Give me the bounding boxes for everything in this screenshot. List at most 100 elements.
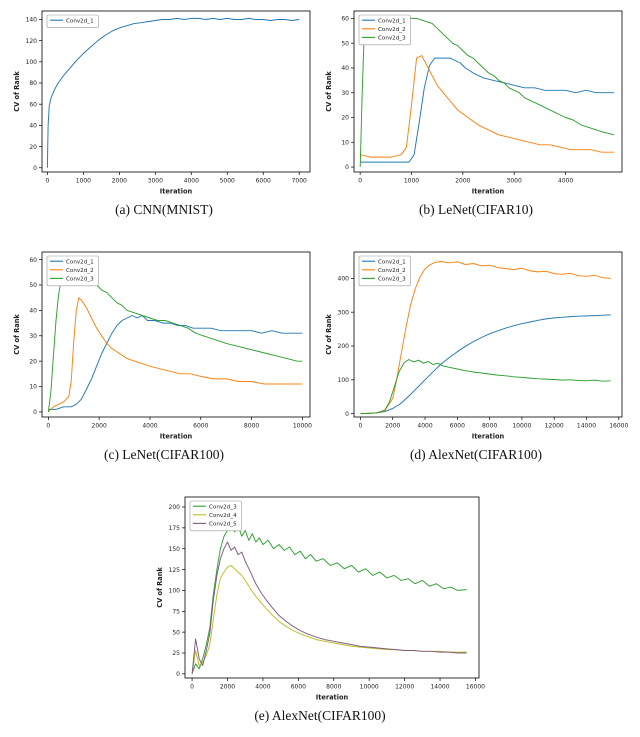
svg-text:CV of Rank: CV of Rank: [325, 71, 333, 112]
chart-e: 0 2000 4000 6000 8000 10000 12000 14000 16000 0 25…: [154, 491, 486, 724]
svg-text:0: 0: [190, 684, 194, 691]
svg-text:10000: 10000: [293, 423, 312, 430]
figure-row-1: 0 1000 2000 3000 4000 5000 6000 7000 0 20 40 60 80 10…: [8, 5, 632, 218]
svg-text:100: 100: [26, 59, 38, 66]
svg-text:4000: 4000: [184, 178, 199, 185]
svg-text:16000: 16000: [609, 423, 628, 430]
svg-text:25: 25: [172, 650, 180, 657]
chart-b-caption: (b) LeNet(CIFAR10): [418, 202, 534, 217]
svg-text:4000: 4000: [255, 684, 270, 691]
svg-text:140: 140: [26, 17, 38, 24]
svg-text:10000: 10000: [512, 423, 531, 430]
svg-text:16000: 16000: [466, 684, 485, 691]
svg-text:12000: 12000: [395, 684, 414, 691]
figure-row-3: 0 2000 4000 6000 8000 10000 12000 14000 16000 0 25…: [151, 491, 489, 724]
svg-text:3000: 3000: [148, 178, 163, 185]
svg-text:Conv2d_1: Conv2d_1: [378, 259, 406, 265]
svg-text:8000: 8000: [482, 423, 497, 430]
svg-text:1000: 1000: [404, 178, 419, 185]
svg-text:0: 0: [46, 423, 50, 430]
figure-row-2: 0 2000 4000 6000 8000 10000 0 10 20 30 40 50 60 Itera…: [8, 246, 632, 463]
svg-text:Conv2d_2: Conv2d_2: [378, 268, 406, 274]
svg-text:150: 150: [169, 546, 181, 553]
svg-text:6000: 6000: [291, 684, 306, 691]
svg-text:100: 100: [169, 588, 181, 595]
svg-text:2000: 2000: [220, 684, 235, 691]
svg-text:50: 50: [172, 629, 180, 636]
chart-a-caption: (a) CNN(MNIST): [115, 202, 213, 217]
svg-text:400: 400: [338, 276, 350, 283]
svg-text:0: 0: [45, 178, 49, 185]
svg-text:120: 120: [26, 38, 38, 45]
svg-text:40: 40: [29, 308, 37, 315]
svg-text:50: 50: [29, 282, 37, 289]
svg-text:6000: 6000: [193, 423, 208, 430]
svg-text:2000: 2000: [92, 423, 107, 430]
svg-text:0: 0: [359, 423, 363, 430]
svg-text:Conv2d_1: Conv2d_1: [378, 18, 406, 24]
chart-b-plot: 0 1000 2000 3000 4000 0 10 20 30 40 50 60 Iteration C…: [323, 5, 629, 197]
chart-a-plot: 0 1000 2000 3000 4000 5000 6000 7000 0 20 40 60 80 10…: [11, 5, 317, 197]
svg-text:20: 20: [29, 144, 37, 151]
svg-text:CV of Rank: CV of Rank: [13, 71, 21, 112]
svg-text:0: 0: [345, 411, 349, 418]
svg-text:CV of Rank: CV of Rank: [156, 567, 164, 608]
svg-text:50: 50: [341, 40, 349, 47]
svg-text:200: 200: [169, 504, 181, 511]
svg-text:3000: 3000: [507, 178, 522, 185]
svg-text:10000: 10000: [360, 684, 379, 691]
svg-text:Iteration: Iteration: [316, 694, 349, 702]
svg-text:20: 20: [29, 358, 37, 365]
svg-text:Conv2d_3: Conv2d_3: [209, 504, 237, 510]
svg-text:Iteration: Iteration: [160, 433, 193, 441]
svg-text:12000: 12000: [545, 423, 564, 430]
svg-text:8000: 8000: [244, 423, 259, 430]
svg-text:0: 0: [33, 165, 37, 172]
svg-text:80: 80: [29, 80, 37, 87]
svg-text:2000: 2000: [385, 423, 400, 430]
svg-text:175: 175: [169, 525, 181, 532]
svg-text:10: 10: [29, 384, 37, 391]
chart-d-caption: (d) AlexNet(CIFAR100): [409, 447, 543, 462]
svg-text:Conv2d_1: Conv2d_1: [66, 259, 94, 265]
svg-text:4000: 4000: [417, 423, 432, 430]
chart-a: 0 1000 2000 3000 4000 5000 6000 7000 0 20 40 60 80 10…: [11, 5, 317, 218]
svg-text:0: 0: [176, 671, 180, 678]
svg-text:Conv2d_3: Conv2d_3: [378, 277, 406, 283]
svg-text:4000: 4000: [558, 178, 573, 185]
svg-text:0: 0: [33, 409, 37, 416]
svg-text:6000: 6000: [256, 178, 271, 185]
svg-text:Iteration: Iteration: [472, 433, 505, 441]
svg-text:10: 10: [341, 139, 349, 146]
svg-text:4000: 4000: [142, 423, 157, 430]
svg-text:Conv2d_4: Conv2d_4: [209, 513, 237, 519]
chart-e-plot: 0 2000 4000 6000 8000 10000 12000 14000 16000 0 25…: [154, 491, 486, 703]
svg-text:200: 200: [338, 343, 350, 350]
svg-text:Iteration: Iteration: [472, 188, 505, 196]
svg-text:CV of Rank: CV of Rank: [13, 314, 21, 355]
svg-text:14000: 14000: [430, 684, 449, 691]
svg-text:Conv2d_3: Conv2d_3: [66, 277, 94, 283]
svg-text:40: 40: [29, 123, 37, 130]
svg-text:7000: 7000: [292, 178, 307, 185]
svg-text:30: 30: [29, 333, 37, 340]
svg-text:14000: 14000: [577, 423, 596, 430]
svg-text:125: 125: [169, 567, 181, 574]
svg-text:Conv2d_2: Conv2d_2: [66, 268, 94, 274]
svg-text:Iteration: Iteration: [160, 188, 193, 196]
svg-text:1000: 1000: [76, 178, 91, 185]
chart-c-plot: 0 2000 4000 6000 8000 10000 0 10 20 30 40 50 60 Itera…: [11, 246, 317, 442]
svg-text:20: 20: [341, 115, 349, 122]
svg-text:CV of Rank: CV of Rank: [325, 314, 333, 355]
svg-text:30: 30: [341, 90, 349, 97]
svg-text:100: 100: [338, 377, 350, 384]
chart-d: 0 2000 4000 6000 8000 10000 12000 14000 16000 0 10…: [323, 246, 629, 463]
svg-text:8000: 8000: [326, 684, 341, 691]
svg-text:60: 60: [29, 257, 37, 264]
svg-text:60: 60: [341, 16, 349, 23]
chart-b: 0 1000 2000 3000 4000 0 10 20 30 40 50 60 Iteration C…: [323, 5, 629, 218]
svg-text:Conv2d_3: Conv2d_3: [378, 36, 406, 42]
svg-text:2000: 2000: [112, 178, 127, 185]
svg-text:2000: 2000: [455, 178, 470, 185]
